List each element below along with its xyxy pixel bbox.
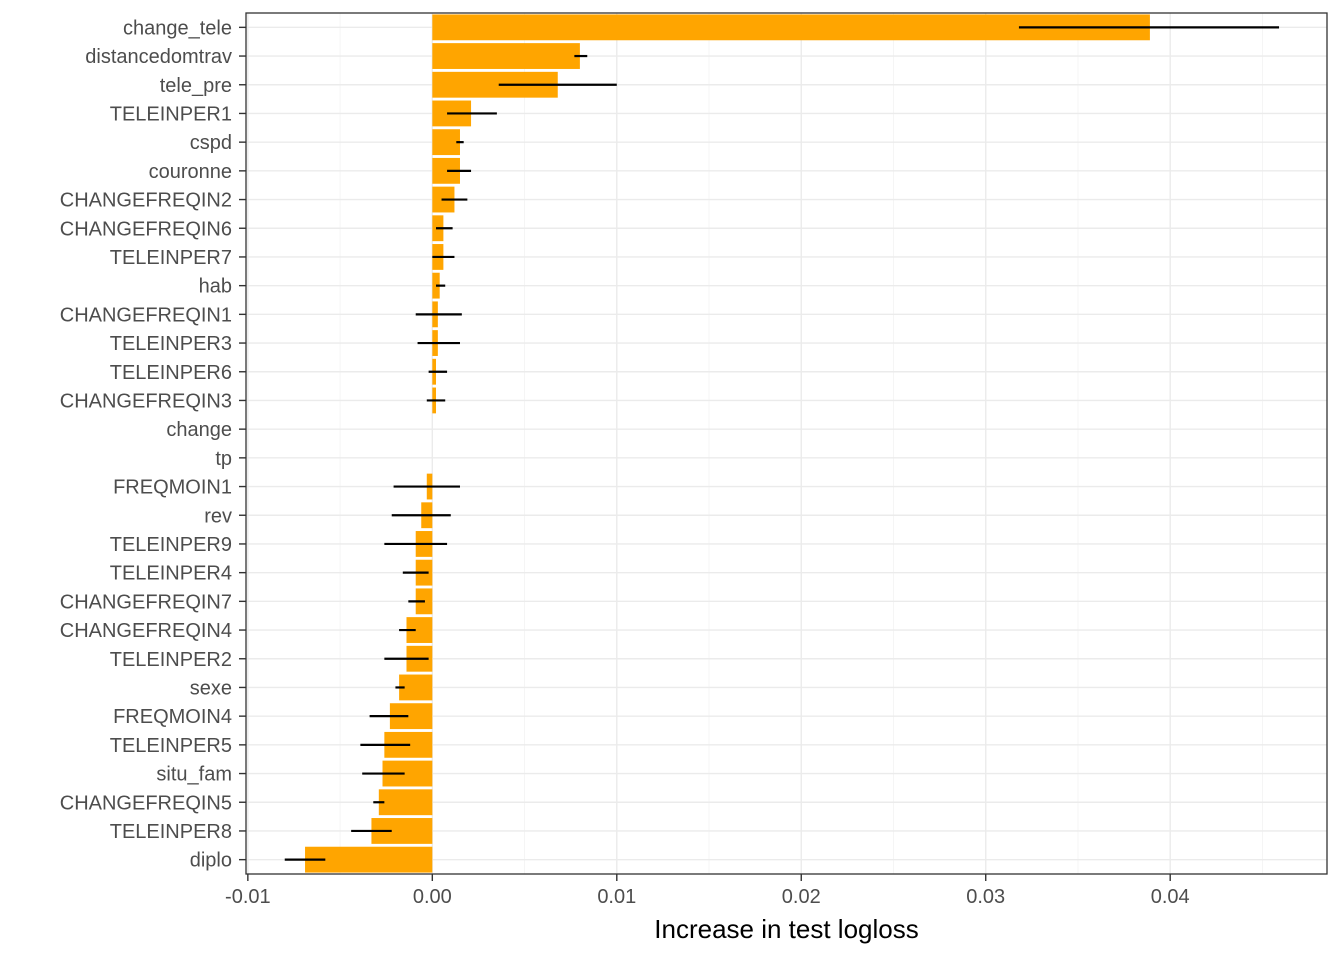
y-tick-label: TELEINPER2: [110, 649, 232, 671]
x-tick-label: 0.00: [413, 886, 452, 908]
x-tick-label: 0.04: [1151, 886, 1190, 908]
y-tick-label: CHANGEFREQIN5: [60, 792, 232, 814]
panel-border: [245, 12, 1328, 875]
y-tick-label: CHANGEFREQIN2: [60, 190, 232, 212]
y-tick-label: TELEINPER5: [110, 735, 232, 757]
y-tick-label: CHANGEFREQIN7: [60, 591, 232, 613]
y-tick-label: change: [166, 419, 232, 441]
y-tick-label: CHANGEFREQIN6: [60, 218, 232, 240]
y-tick-label: TELEINPER8: [110, 821, 232, 843]
y-tick-label: change_tele: [123, 17, 232, 39]
x-tick-label: 0.02: [782, 886, 821, 908]
bar: [432, 43, 580, 69]
error-bars: [284, 26, 1280, 861]
x-axis-title: Increase in test logloss: [654, 914, 918, 944]
y-tick-label: FREQMOIN4: [113, 706, 232, 728]
y-tick-label: situ_fam: [156, 764, 232, 786]
y-tick-label: TELEINPER7: [110, 247, 232, 269]
y-tick-label: CHANGEFREQIN3: [60, 390, 232, 412]
gridlines: [246, 13, 1327, 874]
y-tick-label: couronne: [149, 161, 232, 183]
y-tick-label: CHANGEFREQIN1: [60, 304, 232, 326]
y-tick-label: hab: [199, 276, 232, 298]
y-axis: change_tele distancedomtrav tele_pre TELEIN…: [60, 17, 246, 872]
x-tick-label: 0.01: [597, 886, 636, 908]
y-tick-label: tp: [215, 448, 232, 470]
y-tick-label: TELEINPER6: [110, 362, 232, 384]
bar: [305, 846, 433, 873]
y-tick-label: diplo: [190, 850, 232, 872]
bar: [378, 789, 433, 816]
y-tick-label: TELEINPER9: [110, 534, 232, 556]
x-axis: -0.01 0.00 0.01 0.02 0.03 0.04: [225, 874, 1190, 908]
y-tick-label: distancedomtrav: [85, 46, 232, 68]
x-tick-label: 0.03: [966, 886, 1005, 908]
bar: [432, 129, 460, 156]
y-tick-label: cspd: [190, 132, 232, 154]
y-tick-label: tele_pre: [160, 75, 232, 97]
y-tick-label: CHANGEFREQIN4: [60, 620, 232, 642]
y-tick-label: rev: [204, 505, 232, 527]
x-tick-label: -0.01: [225, 886, 271, 908]
y-tick-label: TELEINPER4: [110, 563, 232, 585]
y-tick-label: TELEINPER3: [110, 333, 232, 355]
y-tick-label: TELEINPER1: [110, 103, 232, 125]
y-tick-label: FREQMOIN1: [113, 477, 232, 499]
y-tick-label: sexe: [190, 677, 232, 699]
